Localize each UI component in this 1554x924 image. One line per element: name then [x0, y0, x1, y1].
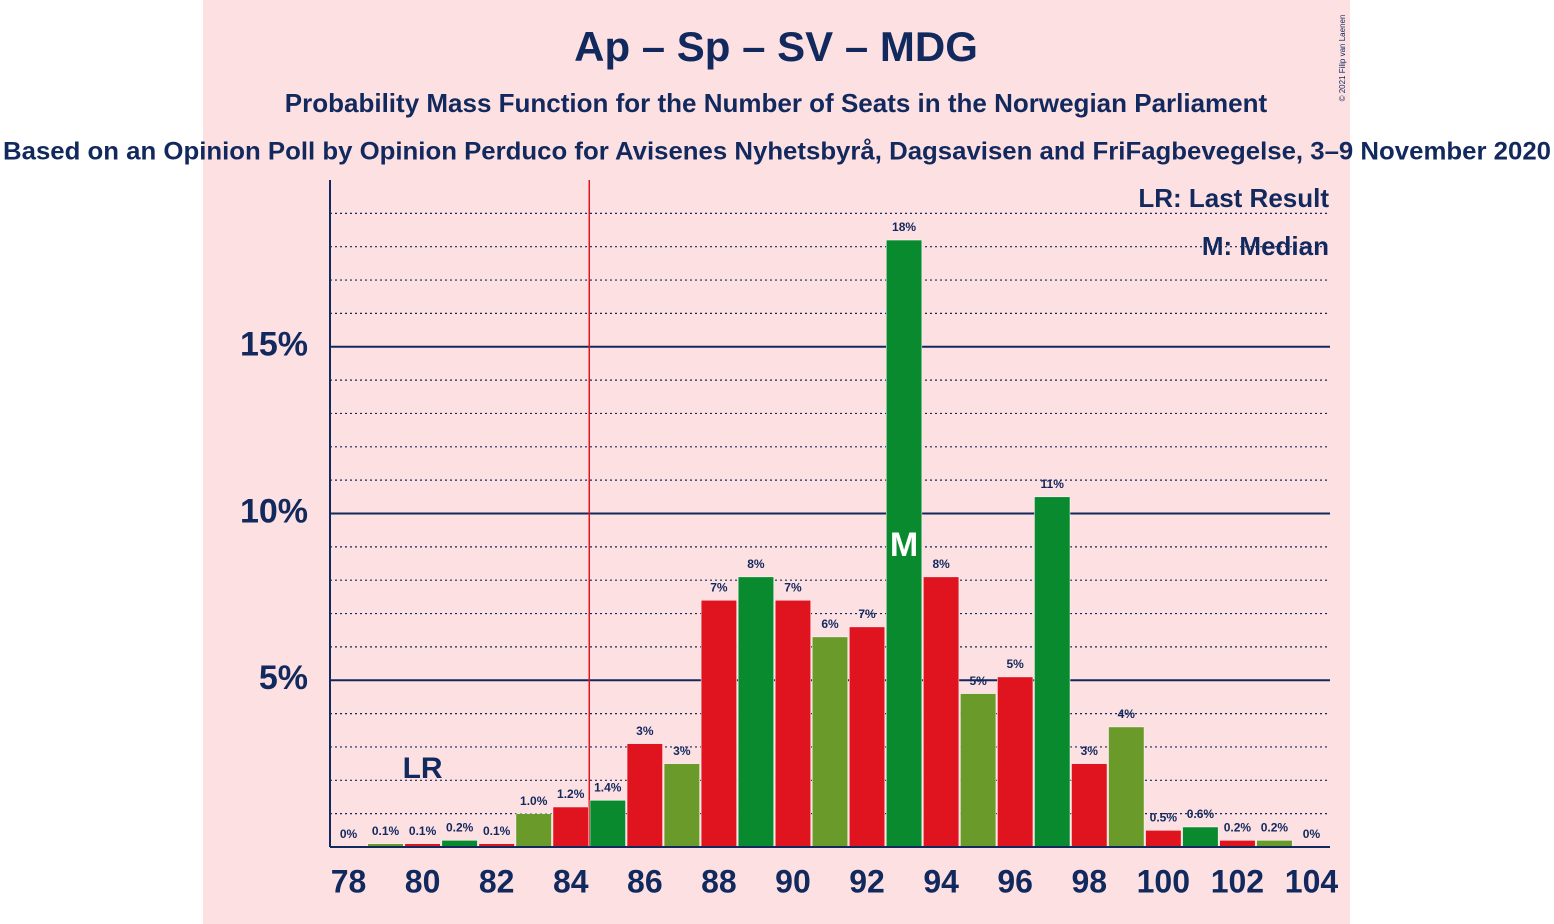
bar — [774, 599, 811, 848]
value-label: 5% — [1007, 657, 1025, 671]
x-tick-label: 92 — [849, 863, 885, 899]
x-tick-label: 96 — [997, 863, 1033, 899]
value-label: 7% — [784, 580, 802, 594]
x-tick-label: 100 — [1137, 863, 1190, 899]
legend-entry: LR: Last Result — [1138, 183, 1329, 213]
bar — [849, 626, 886, 848]
bar — [1034, 496, 1071, 848]
bar — [811, 636, 849, 848]
bar — [663, 763, 700, 848]
value-label: 0.6% — [1187, 807, 1215, 821]
x-tick-label: 102 — [1211, 863, 1264, 899]
value-label: 7% — [858, 607, 876, 621]
y-tick-label: 5% — [259, 659, 308, 697]
value-label: 6% — [821, 617, 839, 631]
value-label: 4% — [1118, 707, 1136, 721]
x-tick-label: 80 — [405, 863, 441, 899]
value-label: 0% — [340, 827, 358, 841]
value-label: 0.2% — [446, 821, 474, 835]
value-label: 8% — [747, 557, 765, 571]
bar — [886, 239, 923, 848]
bar — [737, 576, 774, 848]
value-label: 5% — [969, 674, 987, 688]
y-tick-label: 15% — [240, 326, 308, 364]
value-label: 0.5% — [1150, 810, 1178, 824]
bar — [1256, 840, 1293, 848]
x-tick-label: 98 — [1071, 863, 1107, 899]
x-tick-label: 88 — [701, 863, 737, 899]
x-tick-label: 82 — [479, 863, 515, 899]
value-label: 0.2% — [1261, 821, 1289, 835]
chart-subtitle: Probability Mass Function for the Number… — [285, 88, 1268, 118]
annotation: LR — [403, 752, 443, 785]
value-label: 0.1% — [409, 824, 437, 838]
value-label: 18% — [892, 220, 916, 234]
value-label: 1.0% — [520, 794, 548, 808]
chart-caption: Based on an Opinion Poll by Opinion Perd… — [3, 138, 1551, 166]
legend-entry: M: Median — [1202, 231, 1329, 261]
bar — [552, 806, 589, 848]
value-label: 1.2% — [557, 787, 585, 801]
x-tick-label: 78 — [331, 863, 367, 899]
copyright: © 2021 Filip van Laenen — [1338, 15, 1347, 102]
value-label: 8% — [932, 557, 950, 571]
bar — [997, 676, 1034, 848]
x-tick-label: 104 — [1285, 863, 1339, 899]
bar — [923, 576, 960, 848]
value-label: 0.1% — [372, 824, 400, 838]
value-label: 1.4% — [594, 780, 622, 794]
bar — [1071, 763, 1108, 848]
bar — [441, 840, 478, 848]
x-tick-label: 90 — [775, 863, 811, 899]
value-label: 3% — [1081, 744, 1099, 758]
bar — [1108, 726, 1145, 848]
annotation: M — [890, 526, 918, 564]
x-tick-label: 86 — [627, 863, 663, 899]
y-tick-label: 10% — [240, 492, 308, 530]
value-label: 11% — [1041, 477, 1065, 491]
value-label: 0.1% — [483, 824, 511, 838]
value-label: 0.2% — [1224, 821, 1252, 835]
bar — [515, 813, 552, 848]
x-tick-label: 94 — [923, 863, 959, 899]
bar — [1145, 830, 1182, 848]
value-label: 3% — [673, 744, 691, 758]
x-tick-label: 84 — [553, 863, 589, 899]
bar — [1182, 826, 1219, 848]
chart-title: Ap – Sp – SV – MDG — [574, 23, 978, 70]
value-label: 0% — [1303, 827, 1321, 841]
bar — [700, 599, 737, 848]
bar — [626, 743, 663, 848]
bar — [960, 693, 997, 848]
bar — [1219, 840, 1256, 848]
value-label: 3% — [636, 724, 654, 738]
value-label: 7% — [710, 580, 728, 594]
bar — [589, 800, 626, 848]
